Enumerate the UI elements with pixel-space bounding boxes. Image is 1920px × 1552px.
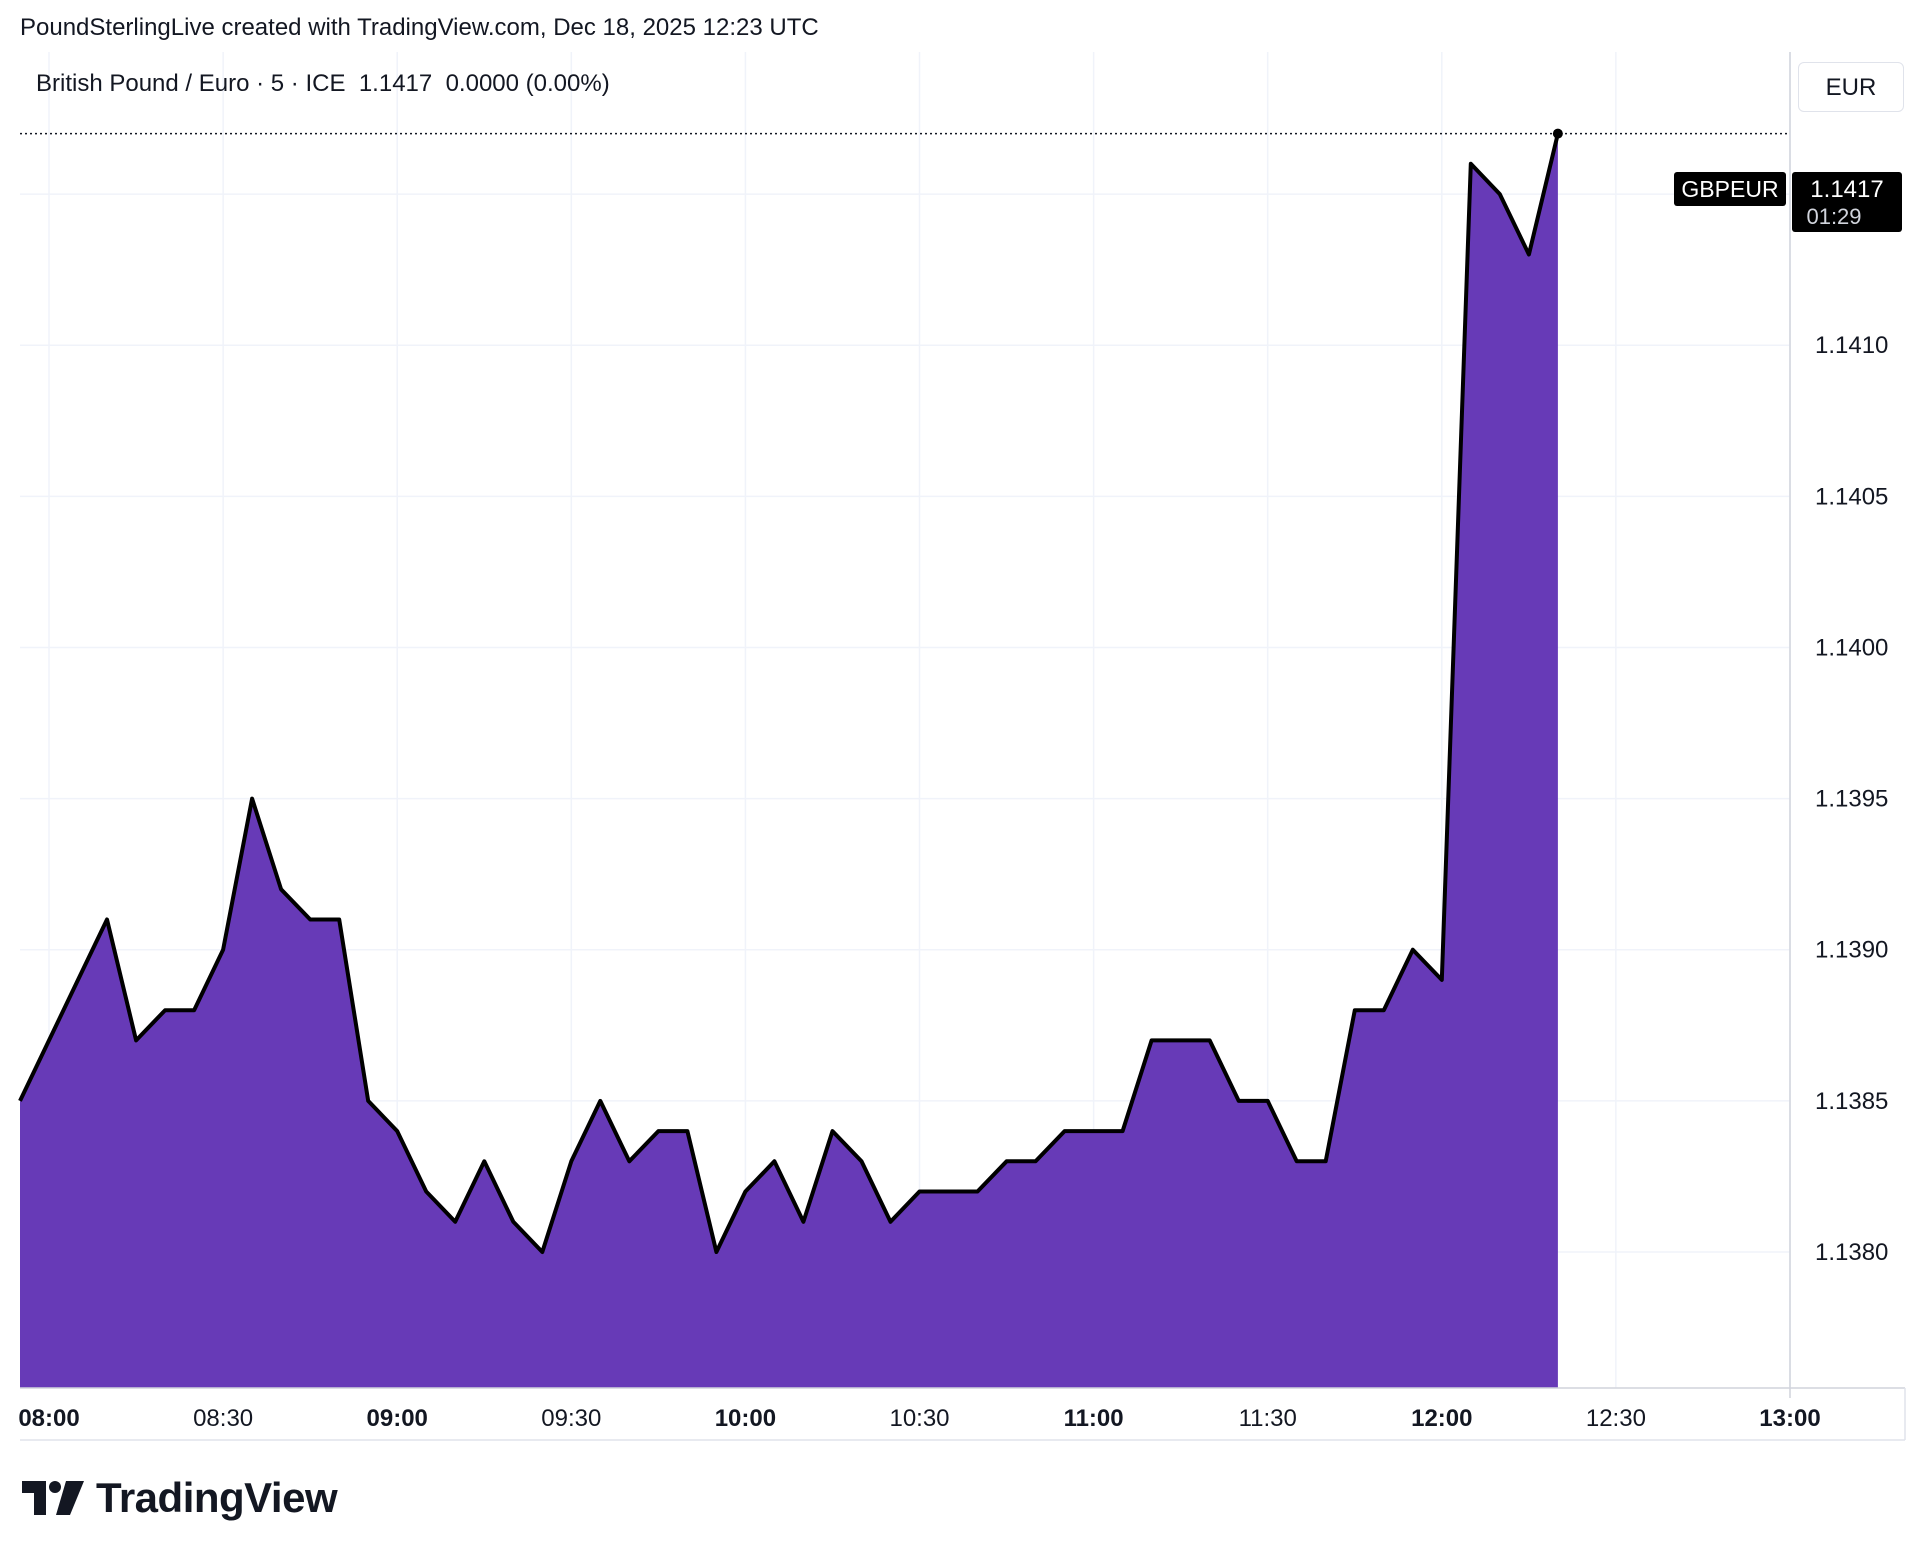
- last-price-dot: [1552, 128, 1563, 139]
- legend-gap-3: [519, 70, 526, 97]
- x-tick-label: 13:00: [1759, 1405, 1820, 1432]
- last-price-value: 1.1417: [358, 70, 433, 97]
- x-tick-label: 08:00: [18, 1405, 79, 1432]
- symbol-price-tag: GBPEUR: [1674, 172, 1786, 206]
- x-tick-labels: 08:00 08:30 09:00 09:30 10:00 10:30 11:00 11:30…: [18, 1405, 1820, 1432]
- y-tick-label: 1.1385: [1815, 1088, 1888, 1115]
- x-tick-label: 11:30: [1239, 1405, 1297, 1432]
- symbol-interval: 5: [270, 70, 285, 97]
- y-tick-label: 1.1410: [1815, 332, 1888, 359]
- symbol-name: British Pound / Euro: [36, 70, 250, 97]
- symbol-legend: British Pound / Euro · 5 · ICE 1.1417 0.…: [36, 70, 610, 98]
- legend-sep-1: ·: [249, 70, 271, 97]
- price-tag-countdown: 01:29: [1806, 204, 1861, 229]
- tradingview-logo: TradingView: [22, 1474, 338, 1522]
- y-tick-label: 1.1390: [1815, 937, 1888, 964]
- price-change-percent: (0.00%): [525, 70, 610, 97]
- x-tick-label: 09:30: [541, 1405, 601, 1432]
- x-tick-label: 08:30: [193, 1405, 253, 1432]
- x-tick-label: 10:30: [889, 1405, 949, 1432]
- currency-button[interactable]: EUR: [1798, 62, 1904, 112]
- symbol-exchange: ICE: [305, 70, 346, 97]
- area-fill: [20, 133, 1558, 1389]
- legend-sep-2: ·: [284, 70, 306, 97]
- tradingview-logo-text: TradingView: [96, 1474, 338, 1521]
- x-tick-label: 12:30: [1586, 1405, 1646, 1432]
- price-change: 0.0000: [445, 70, 519, 97]
- price-axis-tag: 1.1417 01:29: [1792, 172, 1902, 232]
- tradingview-logo-icon: [22, 1481, 84, 1515]
- y-tick-label: 1.1395: [1815, 786, 1888, 813]
- x-tick-label: 09:00: [367, 1405, 428, 1432]
- y-tick-label: 1.1400: [1815, 634, 1888, 661]
- legend-gap-2: [432, 70, 445, 97]
- x-tick-label: 11:00: [1064, 1405, 1124, 1432]
- y-tick-labels: 1.1380 1.1385 1.1390 1.1395 1.1400 1.1405 1.14…: [1815, 181, 1888, 1266]
- price-line: [18, 133, 1560, 1254]
- x-tick-label: 10:00: [715, 1405, 776, 1432]
- grid-lines: [20, 52, 1791, 1388]
- price-tag-symbol: GBPEUR: [1681, 176, 1778, 202]
- x-tick-label: 12:00: [1411, 1405, 1472, 1432]
- y-tick-label: 1.1405: [1815, 483, 1888, 510]
- price-tag-value: 1.1417: [1810, 176, 1883, 203]
- chart-credit: PoundSterlingLive created with TradingVi…: [20, 14, 819, 41]
- y-tick-label: 1.1380: [1815, 1239, 1888, 1266]
- legend-gap-1: [345, 70, 358, 97]
